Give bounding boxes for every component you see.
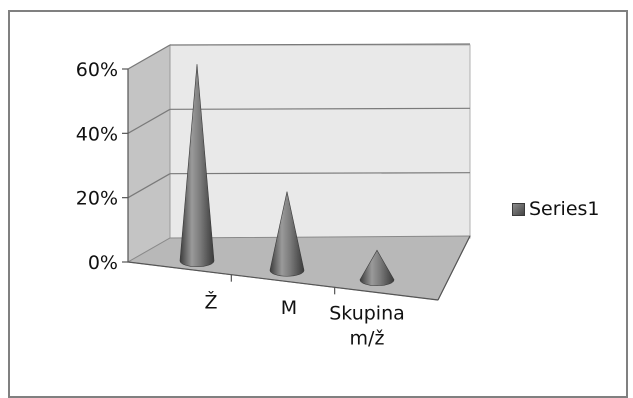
- gridline: [169, 43, 471, 46]
- gridline: [169, 172, 471, 175]
- category-axis: Ž M Skupina m/ž: [127, 235, 471, 349]
- gridline: [127, 44, 171, 70]
- value-axis: 0% 20% 40% 60%: [76, 59, 129, 274]
- cone-series: [179, 64, 395, 287]
- cone-body: [359, 249, 395, 287]
- y-tick-label: 20%: [76, 188, 118, 210]
- legend-swatch-icon: [512, 202, 525, 216]
- gridlines: [127, 43, 471, 199]
- gridline: [127, 173, 171, 199]
- cone-body: [269, 191, 305, 277]
- category-axis-line: [127, 261, 439, 301]
- cone-body: [179, 64, 215, 268]
- legend: Series1: [512, 198, 600, 220]
- side-wall: [127, 44, 171, 263]
- legend-label: Series1: [529, 198, 600, 220]
- y-tick-label: 40%: [76, 123, 118, 145]
- gridline: [127, 108, 171, 134]
- y-tick-label: 60%: [76, 59, 118, 81]
- floor-edge: [437, 235, 471, 301]
- cone-mark: [269, 191, 305, 277]
- cone-mark: [359, 249, 395, 287]
- category-label: Skupina m/ž: [329, 302, 405, 349]
- category-label: M: [281, 297, 297, 319]
- back-wall: [169, 44, 471, 239]
- y-tick-label: 0%: [88, 252, 118, 274]
- gridline: [169, 107, 471, 110]
- cone-mark: [179, 64, 215, 268]
- category-label: Ž: [204, 291, 217, 314]
